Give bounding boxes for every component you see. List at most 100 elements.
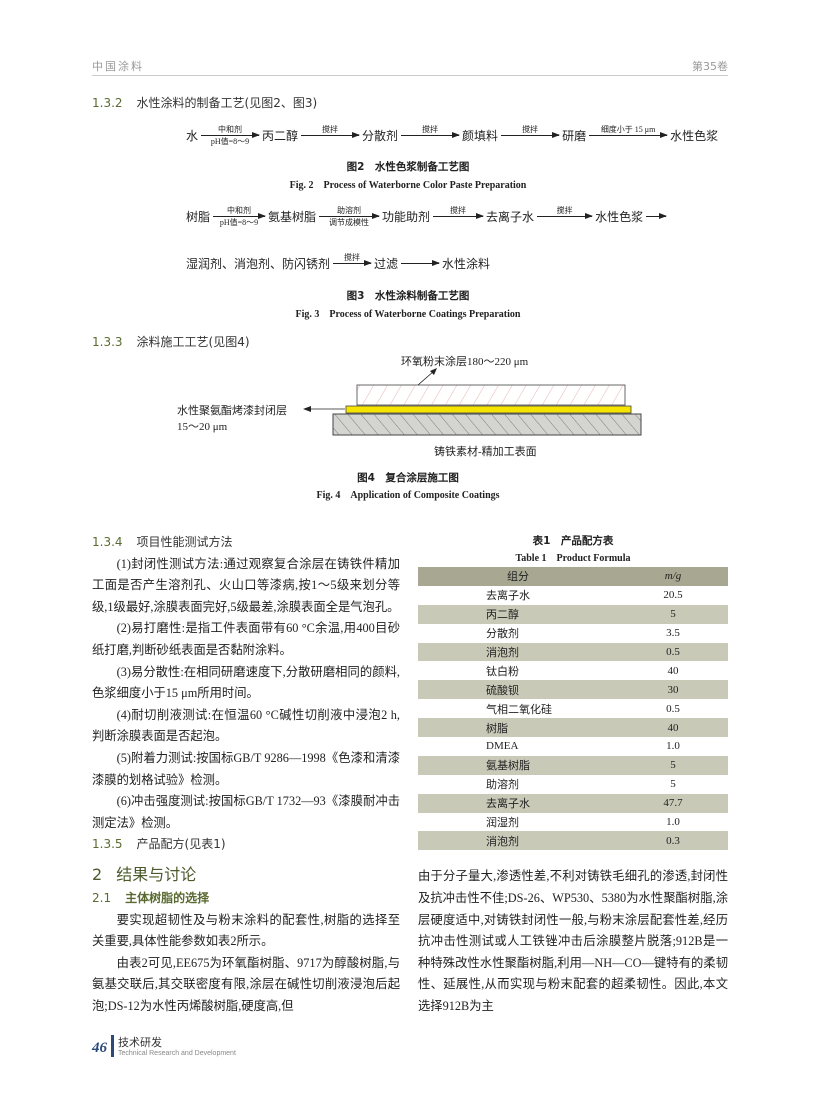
flow-arrow: 搅拌 [301,124,361,147]
arrow-icon [319,213,381,219]
section-2-1-heading: 2.1 主体树脂的选择 [92,890,210,905]
header-component: 组分 [418,567,618,586]
flow-node: 氨基树脂 [268,210,317,224]
arrow-icon [589,132,669,138]
component-cell: 硫酸钡 [418,680,618,700]
flow-node: 湿润剂、消泡剂、防闪锈剂 [186,257,331,271]
table-row: 氨基树脂 5 [418,755,728,775]
component-cell: 润湿剂 [486,817,519,830]
powder-label-arrowhead [430,368,437,375]
table-1: 组分 m/g 去离子水 20.5 丙二醇 5 分散剂 3.5 消泡剂 0.5 钛白粉 40 硫酸钡 30 气… [418,567,728,851]
mass-cell: 1.0 [666,816,680,829]
figure-3-caption-cn: 图3 水性涂料制备工艺图 [346,290,470,302]
flow-node: 分散剂 [362,129,399,143]
arrow-label-top: 搅拌 [344,253,361,262]
component-cell: 钛白粉 [486,665,519,678]
component-cell: 树脂 [418,718,618,738]
component-cell: 气相二氧化硅 [486,703,552,716]
page-number: 46 [92,1040,107,1056]
mass-cell: 0.5 [666,702,680,715]
flow-arrow: 搅拌 [537,205,594,228]
flow-node: 水 [186,129,199,143]
arrow-icon [213,213,267,219]
component-cell: 去离子水 [418,793,618,813]
arrow-icon [433,213,485,219]
mass-cell: 1.0 [666,740,680,753]
flow-arrow: 中和剂 pH值=8～9 [213,205,267,228]
section-2-heading: 2 结果与讨论 [92,864,197,884]
arrow-icon [501,132,561,138]
left-column: 1.3.4 项目性能测试方法 (1)封闭性测试方法:通过观察复合涂层在铸铁件精加工… [92,532,412,1017]
footer-accent-bar [111,1035,114,1057]
section-1-3-3: 1.3.3 涂料施工工艺(见图4) [92,335,250,349]
table-row: 树脂 40 [418,718,728,738]
arrow-label-bottom: pH值=8～9 [219,218,259,227]
paragraph: 由于分子量大,渗透性差,不利对铸铁毛细孔的渗透,封闭性及抗冲击性不佳;DS-26… [418,869,728,1013]
seal-layer [345,405,632,414]
mass-cell: 40 [667,664,679,677]
arrow-label-top: 搅拌 [556,206,573,215]
arrow-label-top: 搅拌 [422,125,439,134]
component-cell: 消泡剂 [418,642,618,662]
test-method-6: (6)冲击强度测试:按国标GB/T 1732—93《漆膜耐冲击测定法》检测。 [92,794,400,830]
table-row: 消泡剂 0.3 [418,831,728,851]
arrow-label-top: 中和剂 [227,206,252,215]
figure-2-flowchart: 水 中和剂 pH值=8～9 丙二醇 搅拌 分散剂 搅拌 颜填料 搅拌 研磨 细度小于 15 μm 水性… [186,124,718,147]
paragraph: 由表2可见,EE675为环氧酯树脂、9717为醇酸树脂,与氨基交联后,其交联密度… [92,955,400,1013]
powder-layer [356,384,626,406]
arrow-icon [301,132,361,138]
table-header-row: 组分 m/g [418,567,728,586]
section-1-3-5: 1.3.5 产品配方(见表1) [92,837,226,852]
arrow-label-top: 搅拌 [322,125,339,134]
test-method-1: (1)封闭性测试方法:通过观察复合涂层在铸铁件精加工面是否产生溶剂孔、火山口等漆… [92,556,400,614]
component-cell: 氨基树脂 [418,755,618,775]
table-row: 钛白粉 40 [418,661,728,680]
flow-arrow: 搅拌 [433,205,485,228]
paragraph: 要实现超韧性及与粉末涂料的配套性,树脂的选择至关重要,具体性能参数如表2所示。 [92,912,400,949]
mass-cell: 47.7 [618,793,728,813]
arrow-icon [333,260,373,266]
arrow-label-bottom: pH值=8～9 [210,137,250,146]
flow-node: 去离子水 [486,210,535,224]
test-method-2: (2)易打磨性:是指工件表面带有60 °C余温,用400目砂纸打磨,判断砂纸表面… [92,621,400,657]
figure-3-flow-row-2: 湿润剂、消泡剂、防闪锈剂 搅拌 过滤 水性涂料 [186,252,490,275]
table-row: 消泡剂 0.5 [418,642,728,662]
flow-arrow [646,205,668,228]
page-footer: 46 技术研发 Technical Research and Developme… [92,1034,236,1057]
flow-node: 水性涂料 [442,257,491,271]
component-cell: 分散剂 [486,628,519,641]
component-cell: 去离子水 [486,590,530,603]
table-row: 润湿剂 1.0 [418,813,728,832]
flow-node: 水性色浆 [670,129,719,143]
flow-node: 颜填料 [462,129,499,143]
flow-node: 功能助剂 [382,210,431,224]
table-1-caption-cn: 表1 产品配方表 [532,535,614,547]
mass-cell: 5 [670,778,676,791]
mass-cell: 40 [618,718,728,738]
flow-arrow [401,252,441,275]
header-divider [92,75,728,76]
component-cell: 助溶剂 [486,779,519,792]
seal-layer-thickness: 15～20 μm [177,421,228,433]
seal-label-arrowhead [303,406,311,412]
flow-node: 过滤 [374,257,399,271]
flow-arrow: 搅拌 [501,124,561,147]
arrow-label-top: 助溶剂 [337,206,362,215]
mass-cell: 0.3 [618,831,728,851]
arrow-label-top: 搅拌 [450,206,467,215]
mass-cell: 3.5 [666,627,680,640]
arrow-icon [201,132,261,138]
volume-label: 第35卷 [692,60,728,73]
component-cell: 消泡剂 [418,831,618,851]
mass-cell: 0.5 [618,642,728,662]
test-method-4: (4)耐切削液测试:在恒温60 °C碱性切削液中浸泡2 h,判断涂膜表面是否起泡… [92,707,400,744]
flow-arrow: 中和剂 pH值=8～9 [201,124,261,147]
arrow-icon [401,260,441,266]
component-cell: DMEA [486,740,519,753]
powder-layer-label: 环氧粉末涂层180～220 μm [401,356,529,368]
arrow-label-top: 中和剂 [218,125,243,134]
mass-cell: 30 [618,680,728,700]
figure-3-caption-en: Fig. 3 Process of Waterborne Coatings Pr… [295,309,521,320]
section-1-3-2: 1.3.2 水性涂料的制备工艺(见图2、图3) [92,96,318,110]
